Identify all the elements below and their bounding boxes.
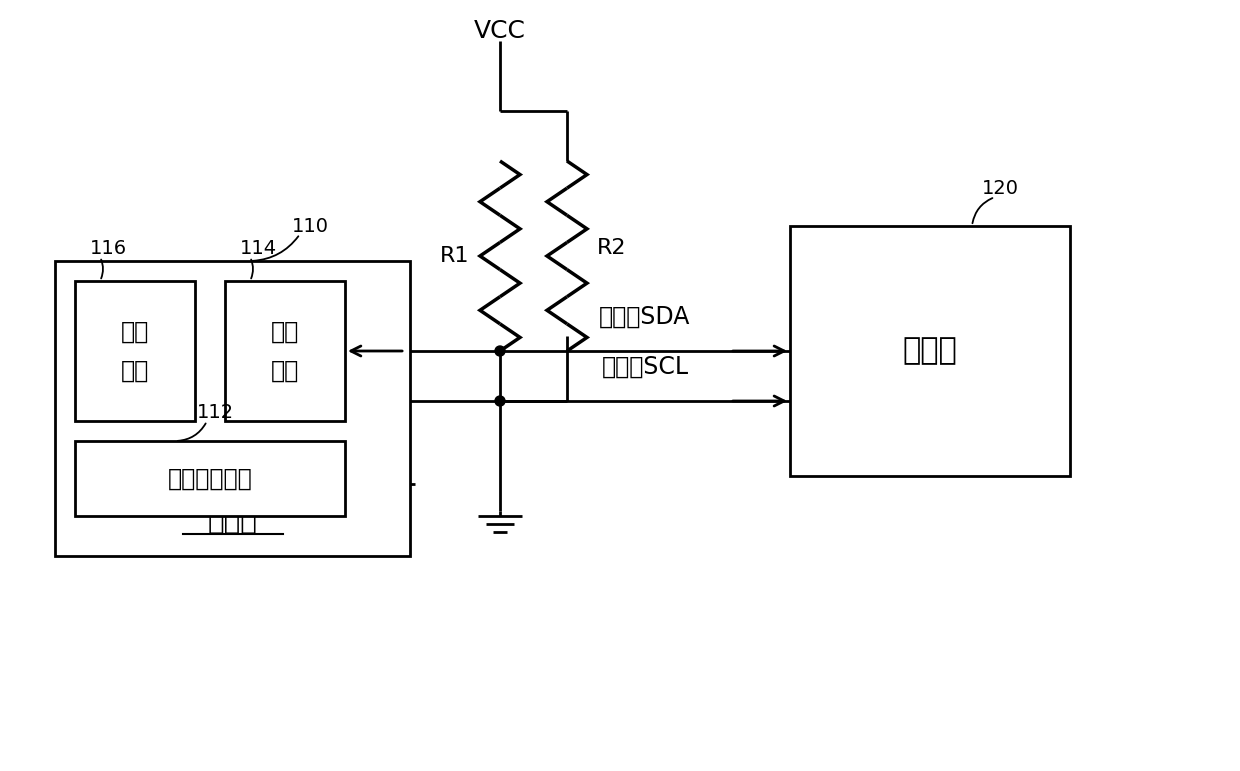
Bar bbox=[224, 281, 345, 421]
Text: 控制
模块: 控制 模块 bbox=[120, 319, 149, 382]
Text: 120: 120 bbox=[982, 180, 1018, 198]
Text: 主设备: 主设备 bbox=[207, 507, 258, 535]
Text: 116: 116 bbox=[89, 240, 126, 258]
Bar bbox=[74, 281, 195, 421]
Text: 时钟线SCL: 时钟线SCL bbox=[601, 355, 688, 379]
Bar bbox=[55, 261, 410, 556]
Text: 110: 110 bbox=[291, 217, 329, 235]
Text: 输入输出接口: 输入输出接口 bbox=[167, 466, 253, 490]
Text: 从设备: 从设备 bbox=[903, 336, 957, 365]
Text: 检测
模块: 检测 模块 bbox=[270, 319, 299, 382]
Circle shape bbox=[495, 346, 505, 356]
Bar bbox=[790, 226, 1070, 476]
Circle shape bbox=[495, 396, 505, 406]
Bar bbox=[74, 441, 345, 516]
Text: 112: 112 bbox=[196, 403, 233, 423]
Text: VCC: VCC bbox=[474, 19, 526, 43]
Text: 数据线SDA: 数据线SDA bbox=[599, 305, 691, 329]
Text: 114: 114 bbox=[239, 240, 277, 258]
Text: R1: R1 bbox=[440, 246, 470, 266]
Text: R2: R2 bbox=[598, 238, 626, 258]
